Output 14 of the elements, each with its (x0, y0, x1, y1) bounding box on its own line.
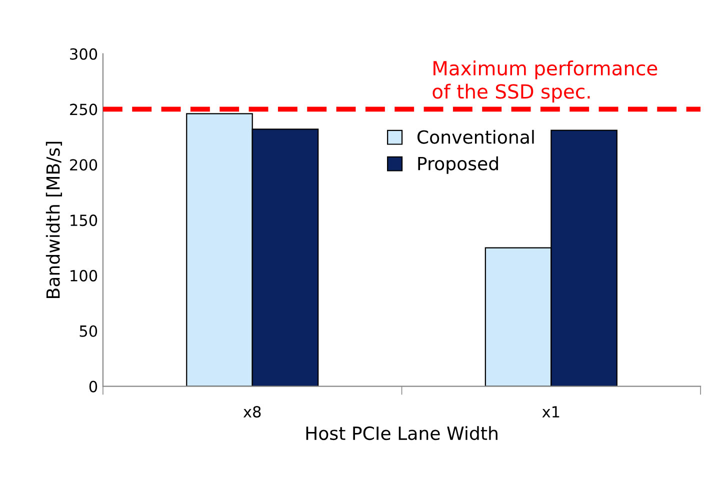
y-tick-label: 100 (70, 270, 98, 282)
y-axis-title: Bandwidth [MB/s] (46, 142, 62, 298)
x-axis-title: Host PCIe Lane Width (306, 426, 498, 440)
y-tick-label: 250 (70, 104, 98, 116)
x-tick-label: x1 (542, 406, 560, 418)
y-tick-label: 300 (70, 48, 98, 60)
legend-label: Conventional (417, 130, 534, 144)
y-tick-label: 200 (70, 159, 98, 171)
legend-label: Proposed (418, 156, 498, 174)
y-tick-label: 50 (80, 325, 98, 337)
y-tick-label: 150 (70, 214, 98, 226)
y-tick-label: 0 (89, 380, 98, 392)
x-tick-label: x8 (243, 406, 261, 418)
ref-line-label: Maximum performance of the SSD spec. (432, 60, 658, 103)
